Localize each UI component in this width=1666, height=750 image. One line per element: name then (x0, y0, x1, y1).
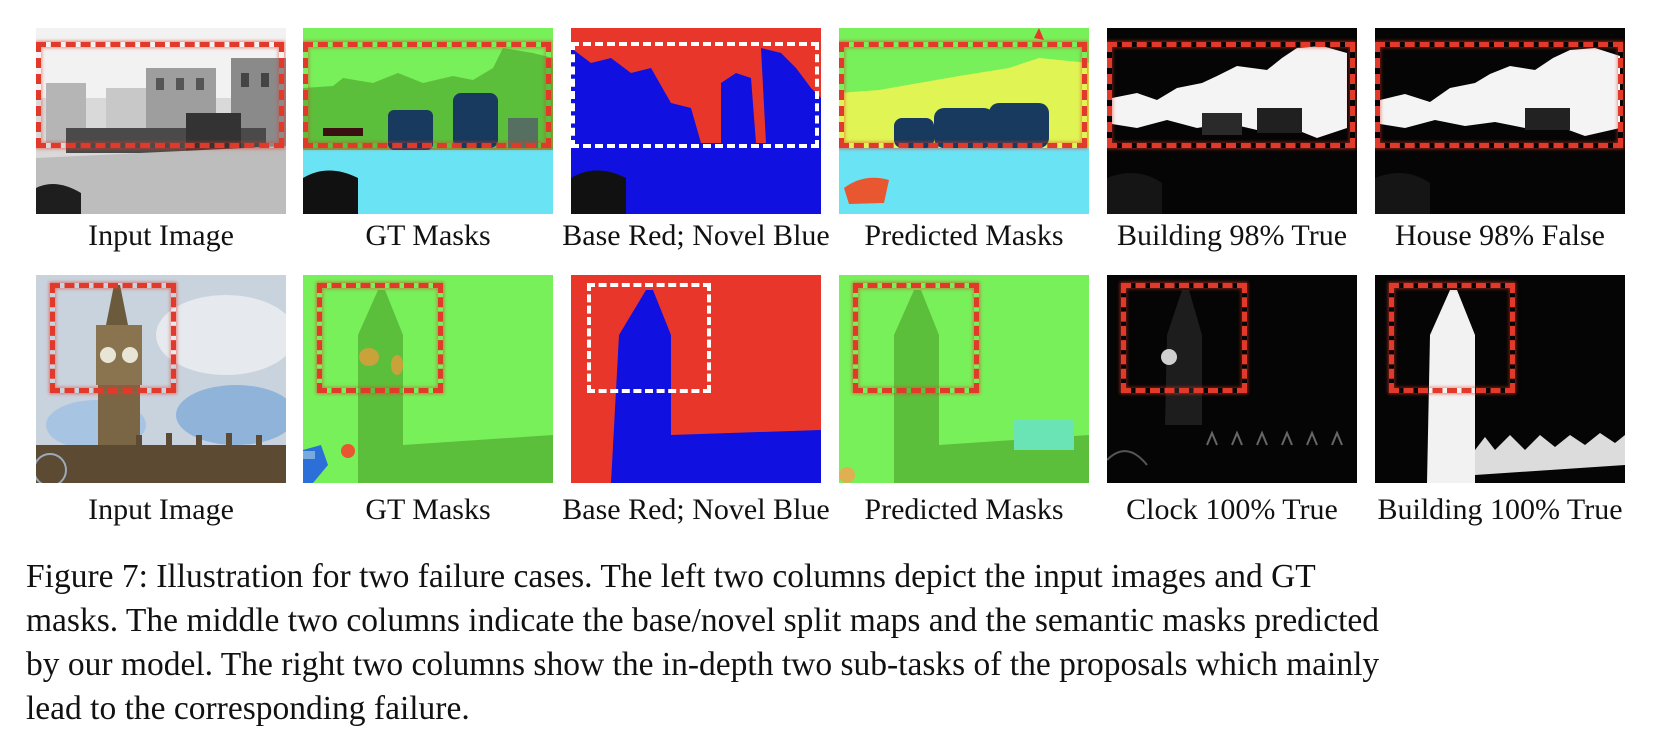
row2-label-gt-masks: GT Masks (365, 493, 491, 526)
row1-proposal-house (1375, 28, 1625, 214)
row1-label-gt-masks: GT Masks (365, 219, 491, 252)
caption-line: masks. The middle two columns indicate t… (26, 602, 1380, 639)
row2-label-proposal-building: Building 100% True (1377, 493, 1623, 526)
row1-gt-masks (303, 28, 553, 214)
row1-input-image (36, 28, 286, 214)
row1-label-proposal-house: House 98% False (1395, 219, 1605, 252)
row1-proposal-building (1107, 28, 1357, 214)
caption-line: lead to the corresponding failure. (26, 690, 470, 727)
caption-line: Figure 7: Illustration for two failure c… (26, 558, 1316, 595)
row2-label-input-image: Input Image (88, 493, 234, 526)
row1-base-novel-map (571, 28, 821, 214)
caption-line: by our model. The right two columns show… (26, 646, 1380, 683)
row2-label-proposal-clock: Clock 100% True (1126, 493, 1338, 526)
row2-label-predicted-masks: Predicted Masks (864, 493, 1064, 526)
row2-input-image (36, 275, 286, 483)
row1-label-proposal-building: Building 98% True (1116, 219, 1348, 252)
row1-label-input-image: Input Image (88, 219, 234, 252)
row2-gt-masks (303, 275, 553, 483)
row1-label-base-novel: Base Red; Novel Blue (562, 219, 830, 252)
row2-proposal-clock (1107, 275, 1357, 483)
row2-proposal-building (1375, 275, 1625, 483)
row2-base-novel-map (571, 275, 821, 483)
figure-caption: Figure 7: Illustration for two failure c… (26, 555, 1636, 731)
row2-predicted-masks (839, 275, 1089, 483)
row1-label-predicted-masks: Predicted Masks (864, 219, 1064, 252)
row1-predicted-masks (839, 28, 1089, 214)
row2-label-base-novel: Base Red; Novel Blue (562, 493, 830, 526)
